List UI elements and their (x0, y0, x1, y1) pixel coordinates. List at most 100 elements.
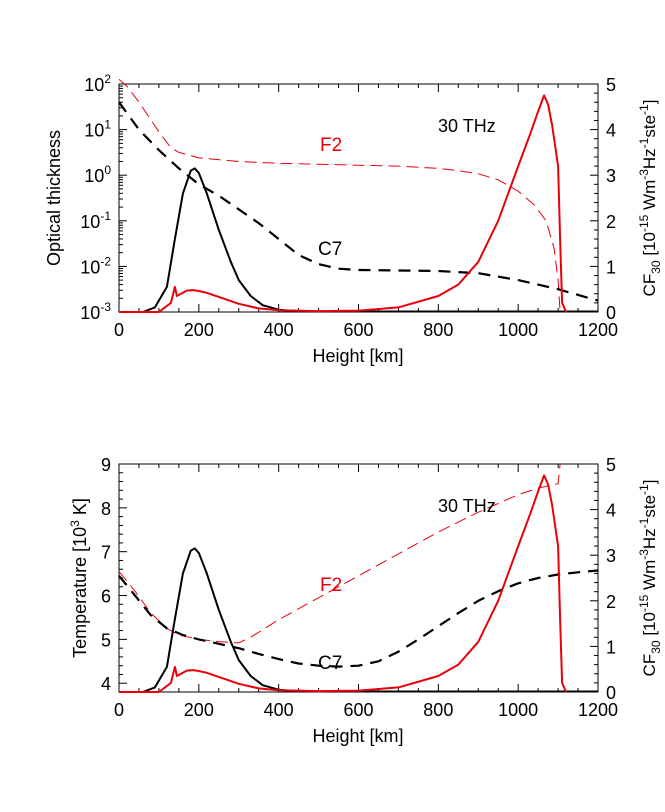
bottom-annotation-f2: F2 (320, 575, 342, 596)
top-y2-label-base: CF (640, 274, 659, 297)
y-tick-label: 9 (101, 455, 111, 475)
bottom-y2-ticks: 0 1 2 3 4 5 (590, 455, 616, 703)
y-tick-label: 10-2 (80, 254, 111, 277)
bottom-y2-axis-label: CF30 [10-15 Wm-3Hz-1ste-1] (637, 480, 663, 677)
y-tick-base: 10 (84, 75, 104, 95)
bottom-y2-label-hz: Hz (640, 528, 659, 549)
top-annotation-f2: F2 (320, 135, 342, 156)
x-tick-label: 600 (343, 320, 373, 340)
x-tick-label: 1000 (498, 320, 538, 340)
y-tick-base: 10 (80, 303, 100, 323)
x-tick-label: 1000 (498, 700, 538, 720)
c7-dashed-thick-line (118, 101, 599, 302)
x-tick-label: 0 (114, 700, 124, 720)
y2-tick-label: 0 (606, 683, 616, 703)
bottom-series (118, 463, 599, 693)
y-tick-exp: 2 (104, 72, 111, 86)
top-y2-label-rest: [10 (640, 232, 659, 260)
bottom-y2-label-base: CF (640, 654, 659, 677)
y-tick-label: 100 (84, 163, 111, 186)
y2-tick-label: 3 (606, 546, 616, 566)
bottom-y-label-exp: 3 (68, 520, 82, 527)
bottom-y-axis-label: Temperature [103 K] (68, 498, 90, 658)
y-tick-exp: 0 (104, 163, 111, 177)
y-tick-label: 5 (101, 630, 111, 650)
x-tick-label: 1200 (578, 320, 618, 340)
bottom-y-label-pre: Temperature [10 (70, 527, 90, 658)
y-tick-label: 6 (101, 587, 111, 607)
bottom-y2-label-end: ] (640, 480, 659, 485)
top-y2-label-end: ] (640, 100, 659, 105)
bottom-y2-label-exp: -15 (637, 594, 651, 612)
y2-tick-label: 3 (606, 166, 616, 186)
top-y2-label-ste: ste (640, 115, 659, 138)
bottom-annotation-30thz: 30 THz (438, 496, 496, 516)
top-chart: 0 200 400 600 800 1000 1200 10210110010-110-21… (44, 72, 663, 366)
x-tick-label: 800 (423, 320, 453, 340)
bottom-y2-label-sub: 30 (649, 640, 663, 654)
bottom-y2-label-exp4: -1 (637, 484, 651, 495)
bottom-plot-frame (118, 463, 599, 693)
y-tick-base: 10 (80, 257, 100, 277)
c7-dashed-thick-line (118, 569, 599, 668)
top-y2-label-sub: 30 (649, 260, 663, 274)
x-tick-label: 0 (114, 320, 124, 340)
bottom-x-ticks: 0 200 400 600 800 1000 1200 (114, 464, 618, 720)
y-tick-label: 4 (101, 674, 111, 694)
x-tick-label: 200 (184, 320, 214, 340)
top-x-axis-label: Height [km] (312, 346, 403, 366)
y-tick-label: 10-1 (80, 209, 111, 232)
y-tick-exp: -3 (100, 300, 111, 314)
top-y2-label-exp: -15 (637, 214, 651, 232)
top-y2-ticks: 0 1 2 3 4 5 (590, 75, 616, 323)
bottom-chart: 0 200 400 600 800 1000 1200 4 5 6 7 8 9 0 1 2 3 4 5 Heig… (68, 455, 663, 746)
x-tick-label: 1200 (578, 700, 618, 720)
f2-solid-line (119, 474, 568, 693)
top-y2-label-hz: Hz (640, 148, 659, 169)
top-y2-label-exp4: -1 (637, 104, 651, 115)
bottom-y-ticks: 4 5 6 7 8 9 (101, 455, 127, 694)
bottom-annotation-c7: C7 (318, 653, 342, 674)
x-tick-label: 800 (423, 700, 453, 720)
top-annotation-30thz: 30 THz (438, 116, 496, 136)
y2-tick-label: 2 (606, 592, 616, 612)
y-tick-label: 102 (84, 72, 111, 95)
y2-tick-label: 4 (606, 121, 616, 141)
y-tick-base: 10 (80, 212, 100, 232)
y2-tick-label: 0 (606, 303, 616, 323)
bottom-x-axis-label: Height [km] (312, 726, 403, 746)
x-tick-label: 600 (343, 700, 373, 720)
f2-dashed-thin-line (118, 463, 561, 644)
top-x-ticks: 0 200 400 600 800 1000 1200 (114, 84, 618, 340)
y-tick-label: 101 (84, 118, 111, 141)
y-tick-exp: -2 (100, 254, 111, 268)
top-y2-label-tail: Wm (640, 180, 659, 215)
bottom-y2-label-tail: Wm (640, 560, 659, 595)
bottom-y2-label-ste: ste (640, 495, 659, 518)
top-series (118, 79, 599, 313)
y2-tick-label: 2 (606, 212, 616, 232)
y2-tick-label: 1 (606, 637, 616, 657)
top-annotation-c7: C7 (318, 239, 342, 260)
y-tick-label: 7 (101, 543, 111, 563)
bottom-y-label-post: K] (70, 498, 90, 520)
bottom-y2-label-exp3: -1 (637, 517, 651, 528)
y-tick-base: 10 (84, 121, 104, 141)
f2-solid-line (119, 94, 568, 313)
y-tick-base: 10 (84, 166, 104, 186)
y-tick-label: 8 (101, 499, 111, 519)
bottom-y2-label-rest: [10 (640, 612, 659, 640)
top-y2-label-exp3: -1 (637, 137, 651, 148)
x-tick-label: 200 (184, 700, 214, 720)
y2-tick-label: 5 (606, 75, 616, 95)
y-tick-label: 10-3 (80, 300, 111, 323)
y2-tick-label: 1 (606, 257, 616, 277)
f2-dashed-thin-line (118, 79, 561, 313)
x-tick-label: 400 (264, 320, 294, 340)
y2-tick-label: 4 (606, 501, 616, 521)
x-tick-label: 400 (264, 700, 294, 720)
y-tick-exp: -1 (100, 209, 111, 223)
top-y2-axis-label: CF30 [10-15 Wm-3Hz-1ste-1] (637, 100, 663, 297)
